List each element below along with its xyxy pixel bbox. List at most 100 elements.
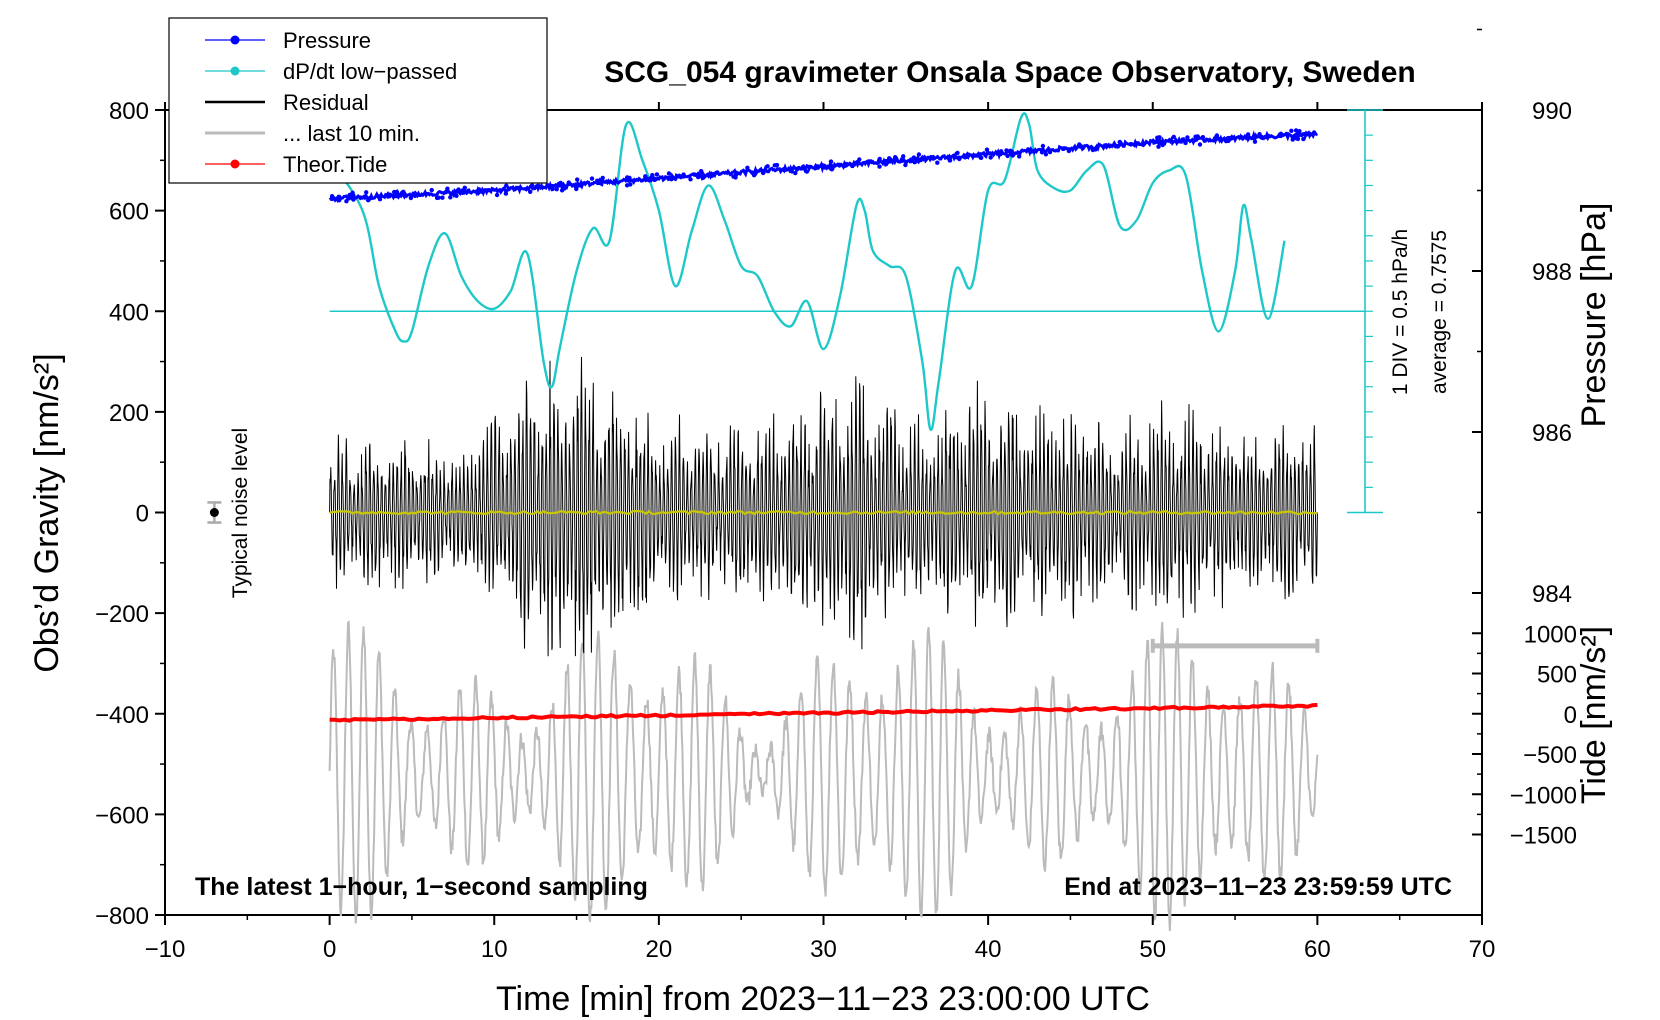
pressure-point xyxy=(550,186,555,192)
pressure-point xyxy=(643,174,648,179)
y-tick-label: −800 xyxy=(95,903,149,930)
pressure-tick-label: 984 xyxy=(1532,581,1572,608)
tide-axis-label: Tide [nm/s²] xyxy=(1575,626,1613,804)
pressure-point xyxy=(598,180,603,185)
pressure-point xyxy=(1289,128,1294,133)
pressure-point xyxy=(1185,135,1190,140)
pressure-point xyxy=(877,156,882,162)
y-tick-label: −400 xyxy=(95,702,149,729)
pressure-point xyxy=(681,172,686,177)
pressure-point xyxy=(814,164,819,170)
pressure-point xyxy=(562,186,567,191)
legend-label: Theor.Tide xyxy=(283,152,387,177)
pressure-point xyxy=(979,155,984,160)
x-tick-label: 60 xyxy=(1304,936,1331,963)
tide-tick-label: −1000 xyxy=(1510,782,1577,809)
pressure-point xyxy=(514,185,520,191)
pressure-point xyxy=(877,164,882,169)
pressure-point xyxy=(486,188,492,193)
pressure-point xyxy=(337,198,342,203)
pressure-point xyxy=(1104,143,1109,148)
x-axis-label: Time [min] from 2023−11−23 23:00:00 UTC xyxy=(496,980,1150,1018)
x-tick-label: 10 xyxy=(481,936,508,963)
dpdt-scale-label: 1 DIV = 0.5 hPa/h xyxy=(1389,229,1412,395)
footer-right: End at 2023−11−23 23:59:59 UTC xyxy=(1064,873,1452,901)
pressure-point xyxy=(677,173,682,178)
pressure-point xyxy=(850,163,855,169)
pressure-point xyxy=(477,187,482,192)
pressure-point xyxy=(1292,135,1298,141)
residual-line xyxy=(329,356,1318,657)
dpdt-average-label: average = 0.7575 xyxy=(1428,230,1451,394)
pressure-point xyxy=(448,195,453,200)
pressure-point xyxy=(1311,130,1317,135)
pressure-point xyxy=(1301,136,1306,142)
pressure-point xyxy=(412,193,418,198)
pressure-point xyxy=(1079,145,1085,150)
legend-swatch-marker xyxy=(230,66,240,76)
last-10-min-series xyxy=(328,620,1319,931)
legend-label: Pressure xyxy=(283,28,371,53)
pressure-tick-label: 988 xyxy=(1532,259,1572,286)
theor-tide-series xyxy=(329,702,1318,723)
pressure-point xyxy=(558,180,563,186)
pressure-point xyxy=(918,157,923,163)
pressure-point xyxy=(789,169,795,174)
pressure-point xyxy=(868,159,874,164)
residual-series xyxy=(329,356,1318,657)
pressure-point xyxy=(1183,140,1188,146)
pressure-point xyxy=(344,199,349,204)
pressure-point xyxy=(666,176,671,181)
legend-box xyxy=(168,17,548,184)
pressure-point xyxy=(930,156,935,161)
tide-tick-label: −1500 xyxy=(1510,823,1577,850)
pressure-point xyxy=(922,155,927,160)
x-tick-label: 30 xyxy=(810,936,837,963)
pressure-point xyxy=(1040,143,1046,149)
pressure-point xyxy=(408,195,414,201)
pressure-point xyxy=(666,171,672,176)
legend: Pressure dP/dt low−passed Residual ... last… xyxy=(168,17,548,184)
pressure-point xyxy=(1200,135,1206,140)
pressure-point xyxy=(347,192,352,198)
pressure-axis-ticks: 992990988986984 xyxy=(1472,28,1572,675)
pressure-point xyxy=(654,172,660,177)
pressure-point xyxy=(402,192,407,197)
tide-tick-label: −500 xyxy=(1523,742,1577,769)
pressure-point xyxy=(1197,142,1203,147)
pressure-point xyxy=(673,176,678,181)
pressure-point xyxy=(452,191,457,196)
pressure-point xyxy=(329,194,335,199)
x-tick-label: 70 xyxy=(1469,936,1496,963)
pressure-point xyxy=(366,198,371,203)
pressure-point xyxy=(1093,147,1098,152)
chart-title: SCG_054 gravimeter Onsala Space Observat… xyxy=(604,56,1416,89)
pressure-point xyxy=(916,152,922,157)
pressure-point xyxy=(829,167,834,172)
dpdt-series xyxy=(328,112,1286,431)
legend-label: ... last 10 min. xyxy=(283,121,420,146)
pressure-point xyxy=(1043,152,1049,157)
y-axis-left-ticks: 800 600 400 200 0 −200 −400 −600 −800 xyxy=(95,98,165,930)
pressure-point xyxy=(530,183,535,188)
pressure-point xyxy=(974,153,979,158)
y-tick-label: −600 xyxy=(95,802,149,829)
pressure-point xyxy=(434,195,440,201)
pressure-point xyxy=(893,155,898,160)
pressure-point xyxy=(574,186,579,192)
x-tick-label: 0 xyxy=(323,936,336,963)
pressure-point xyxy=(1226,138,1231,143)
pressure-point xyxy=(765,164,770,169)
dpdt-scale-axis xyxy=(329,109,1383,514)
pressure-point xyxy=(688,177,693,182)
pressure-point xyxy=(988,155,993,160)
pressure-tick-label: 990 xyxy=(1532,98,1572,125)
pressure-point xyxy=(494,192,500,198)
pressure-point xyxy=(1017,154,1022,159)
x-tick-label: 40 xyxy=(975,936,1002,963)
pressure-point xyxy=(899,158,905,163)
pressure-point xyxy=(1010,153,1015,158)
pressure-point xyxy=(575,177,580,182)
pressure-point xyxy=(393,193,398,199)
pressure-point xyxy=(1195,134,1200,139)
